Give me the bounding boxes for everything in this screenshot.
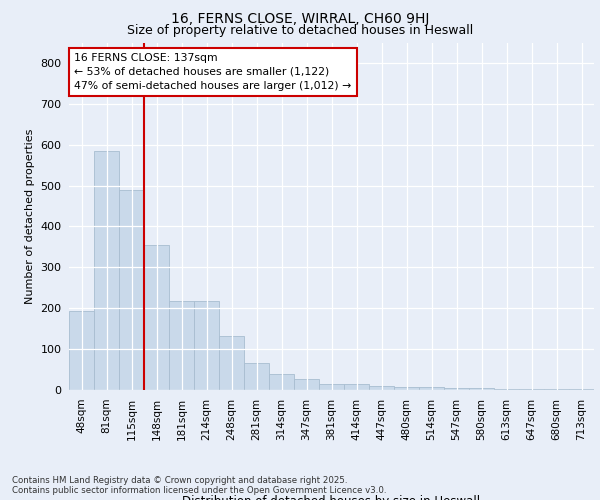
- Bar: [544, 389, 569, 390]
- Bar: [519, 389, 544, 390]
- Bar: [319, 384, 344, 390]
- Bar: [344, 384, 369, 390]
- Bar: [569, 389, 594, 390]
- Bar: [494, 389, 519, 390]
- Bar: [94, 151, 119, 390]
- Bar: [119, 190, 144, 390]
- Bar: [194, 301, 219, 390]
- Bar: [169, 301, 194, 390]
- Bar: [144, 245, 169, 390]
- Y-axis label: Number of detached properties: Number of detached properties: [25, 128, 35, 304]
- Bar: [69, 311, 94, 390]
- Bar: [444, 388, 469, 390]
- Bar: [419, 386, 444, 390]
- Bar: [469, 388, 494, 390]
- Bar: [394, 386, 419, 390]
- Bar: [369, 386, 394, 390]
- Bar: [219, 336, 244, 390]
- Text: 16 FERNS CLOSE: 137sqm
← 53% of detached houses are smaller (1,122)
47% of semi-: 16 FERNS CLOSE: 137sqm ← 53% of detached…: [74, 53, 352, 91]
- X-axis label: Distribution of detached houses by size in Heswall: Distribution of detached houses by size …: [182, 496, 481, 500]
- Bar: [244, 364, 269, 390]
- Bar: [269, 374, 294, 390]
- Bar: [294, 378, 319, 390]
- Text: Size of property relative to detached houses in Heswall: Size of property relative to detached ho…: [127, 24, 473, 37]
- Text: 16, FERNS CLOSE, WIRRAL, CH60 9HJ: 16, FERNS CLOSE, WIRRAL, CH60 9HJ: [171, 12, 429, 26]
- Text: Contains HM Land Registry data © Crown copyright and database right 2025.
Contai: Contains HM Land Registry data © Crown c…: [12, 476, 386, 495]
